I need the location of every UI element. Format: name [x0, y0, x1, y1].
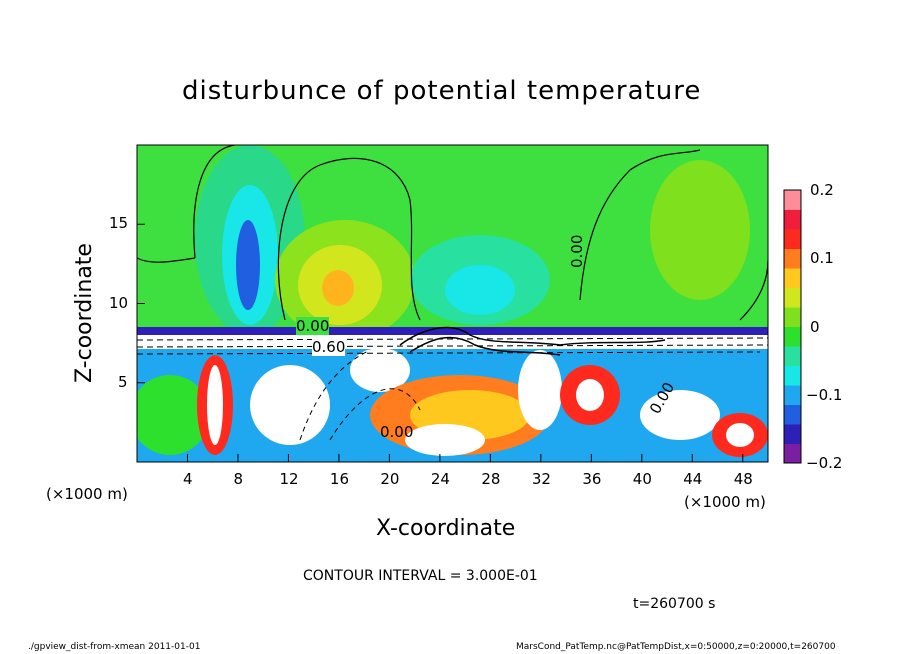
x-ticks	[186, 454, 744, 462]
y-tick-label: 5	[118, 372, 128, 391]
colorbar-swatch	[784, 443, 801, 464]
field-blob	[236, 220, 260, 310]
field-blob	[640, 390, 720, 440]
contour-interval: CONTOUR INTERVAL = 3.000E-01	[303, 568, 538, 584]
contour-line	[193, 145, 236, 259]
contour-label: 0.60	[312, 338, 346, 356]
x-tick-label: 12	[279, 470, 299, 488]
colorbar-swatch	[784, 326, 801, 347]
field-blob	[726, 423, 754, 447]
contour-line	[409, 336, 561, 356]
contour-line	[137, 337, 768, 341]
x-unit-label-right: (×1000 m)	[684, 493, 766, 511]
colorbar-tick-label: 0	[810, 317, 820, 336]
x-tick-label: 8	[233, 470, 243, 488]
field-blob	[445, 265, 515, 315]
colorbar-tick-label: −0.2	[806, 454, 843, 472]
x-tick-label: 32	[531, 470, 551, 488]
field-blob	[322, 270, 354, 306]
contour-line	[137, 344, 768, 348]
colorbar-swatch	[784, 287, 801, 308]
field-blob	[576, 379, 604, 411]
field-blob	[350, 348, 410, 392]
x-tick-label: 24	[430, 470, 450, 488]
contour-line	[299, 349, 371, 441]
x-tick-label: 28	[481, 470, 501, 488]
colorbar-swatch	[784, 190, 801, 210]
y-ticks	[137, 223, 145, 384]
colorbar-swatch	[784, 404, 801, 425]
field-blob	[250, 365, 330, 445]
colorbar-swatch	[784, 248, 801, 269]
colorbar-swatch	[784, 346, 801, 366]
y-tick-label: 10	[109, 293, 129, 312]
contour-label: 0.00	[296, 317, 330, 335]
colorbar-swatch	[784, 385, 801, 405]
field-blob	[650, 160, 750, 300]
contour-line	[579, 149, 701, 301]
colorbar-swatch	[784, 424, 801, 444]
field-blob	[405, 424, 485, 456]
time-label: t=260700 s	[633, 596, 716, 612]
boundary-band	[137, 327, 768, 335]
x-tick-label: 36	[582, 470, 602, 488]
field-blob	[137, 375, 210, 455]
contour-line	[137, 351, 761, 355]
contour-line	[137, 257, 196, 263]
contour-line	[277, 157, 421, 321]
colorbar-tick-label: 0.2	[810, 181, 834, 199]
contour-label: 0.00	[568, 234, 586, 268]
plot-area	[137, 145, 768, 462]
field-blob	[207, 365, 223, 445]
colorbar-tick-label: 0.1	[810, 249, 834, 268]
y-axis-title: Z-coordinate	[72, 243, 97, 383]
x-unit-label-left: (×1000 m)	[46, 485, 128, 503]
colorbar-tick-label: −0.1	[806, 385, 843, 404]
colorbar-frame	[783, 189, 802, 464]
x-tick-label: 40	[632, 470, 652, 488]
field-blob	[518, 350, 562, 430]
footer-left: ./gpview_dist-from-xmean 2011-01-01	[28, 642, 201, 652]
contour-line	[399, 326, 666, 346]
x-tick-label: 48	[733, 470, 753, 488]
x-axis-title: X-coordinate	[376, 516, 516, 541]
x-tick-label: 44	[683, 470, 703, 488]
colorbar	[783, 189, 802, 464]
colorbar-swatch	[784, 209, 801, 230]
footer-right: MarsCond_PatTemp.nc@PatTempDist,x=0:5000…	[516, 642, 836, 652]
contour-line	[329, 388, 421, 441]
colorbar-swatch	[784, 365, 801, 386]
chart-title: disturbunce of potential temperature	[182, 76, 702, 106]
colorbar-swatch	[784, 268, 801, 288]
y-tick-label: 15	[109, 214, 129, 233]
x-tick-label: 4	[182, 470, 193, 488]
contour-label: 0.00	[380, 423, 414, 441]
x-tick-label: 16	[329, 470, 349, 488]
x-tick-label: 20	[380, 470, 400, 488]
colorbar-swatch	[784, 307, 801, 327]
colorbar-swatch	[784, 229, 801, 249]
